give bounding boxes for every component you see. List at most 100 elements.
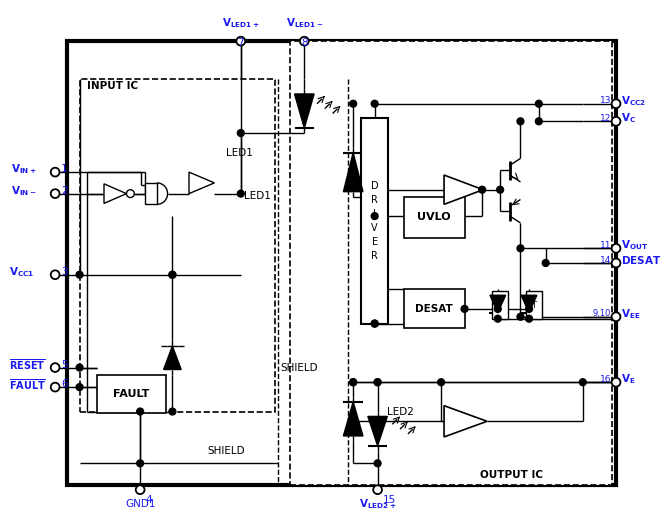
Text: $\mathbf{V_{LED2+}}$: $\mathbf{V_{LED2+}}$: [359, 498, 396, 511]
Text: T: T: [497, 300, 502, 309]
Polygon shape: [343, 402, 363, 436]
Text: 1: 1: [61, 164, 67, 174]
Circle shape: [494, 306, 501, 312]
Circle shape: [612, 99, 621, 108]
Circle shape: [350, 100, 357, 107]
Circle shape: [137, 408, 144, 415]
Text: 12: 12: [600, 114, 611, 123]
Bar: [290, 41, 612, 485]
Circle shape: [76, 271, 83, 278]
Circle shape: [169, 271, 176, 278]
Text: SHIELD: SHIELD: [281, 362, 318, 372]
Circle shape: [438, 379, 444, 386]
Polygon shape: [490, 295, 506, 313]
Text: $\mathbf{V_{LED1-}}$: $\mathbf{V_{LED1-}}$: [285, 17, 323, 31]
Circle shape: [169, 271, 176, 278]
Text: 6: 6: [61, 379, 67, 389]
Text: 14: 14: [600, 256, 611, 265]
Circle shape: [612, 312, 621, 321]
Text: $\mathbf{V_{IN+}}$: $\mathbf{V_{IN+}}$: [11, 163, 37, 176]
Polygon shape: [521, 295, 537, 313]
Text: DESAT: DESAT: [415, 304, 453, 314]
Circle shape: [374, 379, 381, 386]
Polygon shape: [164, 346, 181, 369]
Circle shape: [526, 315, 532, 322]
Bar: [492, 291, 508, 319]
Bar: [404, 289, 464, 328]
Text: 4: 4: [145, 495, 152, 505]
Bar: [404, 197, 464, 238]
Text: $\mathbf{DESAT}$: $\mathbf{DESAT}$: [621, 254, 661, 266]
Circle shape: [51, 383, 59, 391]
Circle shape: [51, 189, 59, 198]
Text: 15: 15: [383, 495, 395, 505]
Bar: [145, 183, 157, 205]
Circle shape: [517, 118, 524, 125]
Text: $\mathbf{V_{IN-}}$: $\mathbf{V_{IN-}}$: [11, 184, 37, 198]
Polygon shape: [444, 175, 483, 205]
Circle shape: [76, 383, 83, 390]
Text: $\mathbf{V_{CC1}}$: $\mathbf{V_{CC1}}$: [9, 265, 35, 279]
Circle shape: [51, 270, 59, 279]
Text: OUTPUT IC: OUTPUT IC: [480, 470, 543, 480]
Text: UVLO: UVLO: [418, 212, 451, 222]
Circle shape: [461, 306, 468, 312]
Circle shape: [526, 306, 532, 312]
Circle shape: [136, 485, 144, 494]
Polygon shape: [343, 153, 363, 191]
Text: $\overline{\mathbf{FAULT}}$: $\overline{\mathbf{FAULT}}$: [9, 377, 46, 391]
Text: $\mathbf{V_{C}}$: $\mathbf{V_{C}}$: [621, 112, 636, 125]
Text: T: T: [532, 300, 536, 309]
Circle shape: [76, 364, 83, 371]
Text: $\mathbf{V_{OUT}}$: $\mathbf{V_{OUT}}$: [621, 238, 648, 252]
Text: $\mathbf{V_{CC2}}$: $\mathbf{V_{CC2}}$: [621, 94, 646, 108]
Bar: [526, 291, 542, 319]
Text: 7: 7: [238, 38, 244, 48]
Circle shape: [371, 213, 378, 219]
Circle shape: [371, 100, 378, 107]
Text: LED1: LED1: [244, 190, 271, 200]
Circle shape: [612, 244, 621, 252]
Text: $\mathbf{V_{E}}$: $\mathbf{V_{E}}$: [621, 372, 635, 386]
Circle shape: [371, 320, 378, 327]
Circle shape: [51, 168, 59, 177]
Circle shape: [542, 259, 549, 267]
Circle shape: [237, 129, 244, 136]
Bar: [361, 118, 388, 323]
Text: $\mathbf{V_{EE}}$: $\mathbf{V_{EE}}$: [621, 307, 641, 321]
Text: 8: 8: [301, 38, 308, 48]
Circle shape: [300, 37, 309, 46]
Circle shape: [137, 460, 144, 467]
Polygon shape: [368, 417, 387, 446]
Circle shape: [494, 315, 501, 322]
Circle shape: [612, 378, 621, 387]
Polygon shape: [104, 184, 126, 204]
Text: 3: 3: [61, 267, 67, 277]
Text: 13: 13: [600, 96, 611, 105]
Circle shape: [374, 460, 381, 467]
Bar: [67, 41, 616, 485]
Text: GND1: GND1: [125, 499, 156, 509]
Text: LED2: LED2: [387, 407, 414, 417]
Text: $\overline{\mathbf{RESET}}$: $\overline{\mathbf{RESET}}$: [9, 357, 45, 372]
Text: 11: 11: [600, 241, 611, 250]
Text: 9,10: 9,10: [593, 309, 611, 318]
Text: 5: 5: [61, 360, 67, 370]
Circle shape: [374, 379, 381, 386]
Circle shape: [536, 118, 542, 125]
Text: D
R
I
V
E
R: D R I V E R: [371, 181, 379, 261]
Circle shape: [350, 379, 357, 386]
Circle shape: [237, 190, 244, 197]
Circle shape: [350, 379, 357, 386]
Text: SHIELD: SHIELD: [207, 446, 245, 456]
Circle shape: [479, 186, 486, 193]
Circle shape: [236, 37, 245, 46]
Text: FAULT: FAULT: [113, 389, 150, 399]
Text: 16: 16: [600, 375, 611, 384]
Text: $\mathbf{V_{LED1+}}$: $\mathbf{V_{LED1+}}$: [222, 17, 260, 31]
Circle shape: [126, 190, 134, 198]
Circle shape: [612, 259, 621, 267]
Text: 2: 2: [61, 186, 67, 196]
Bar: [79, 79, 275, 411]
Polygon shape: [189, 172, 214, 194]
